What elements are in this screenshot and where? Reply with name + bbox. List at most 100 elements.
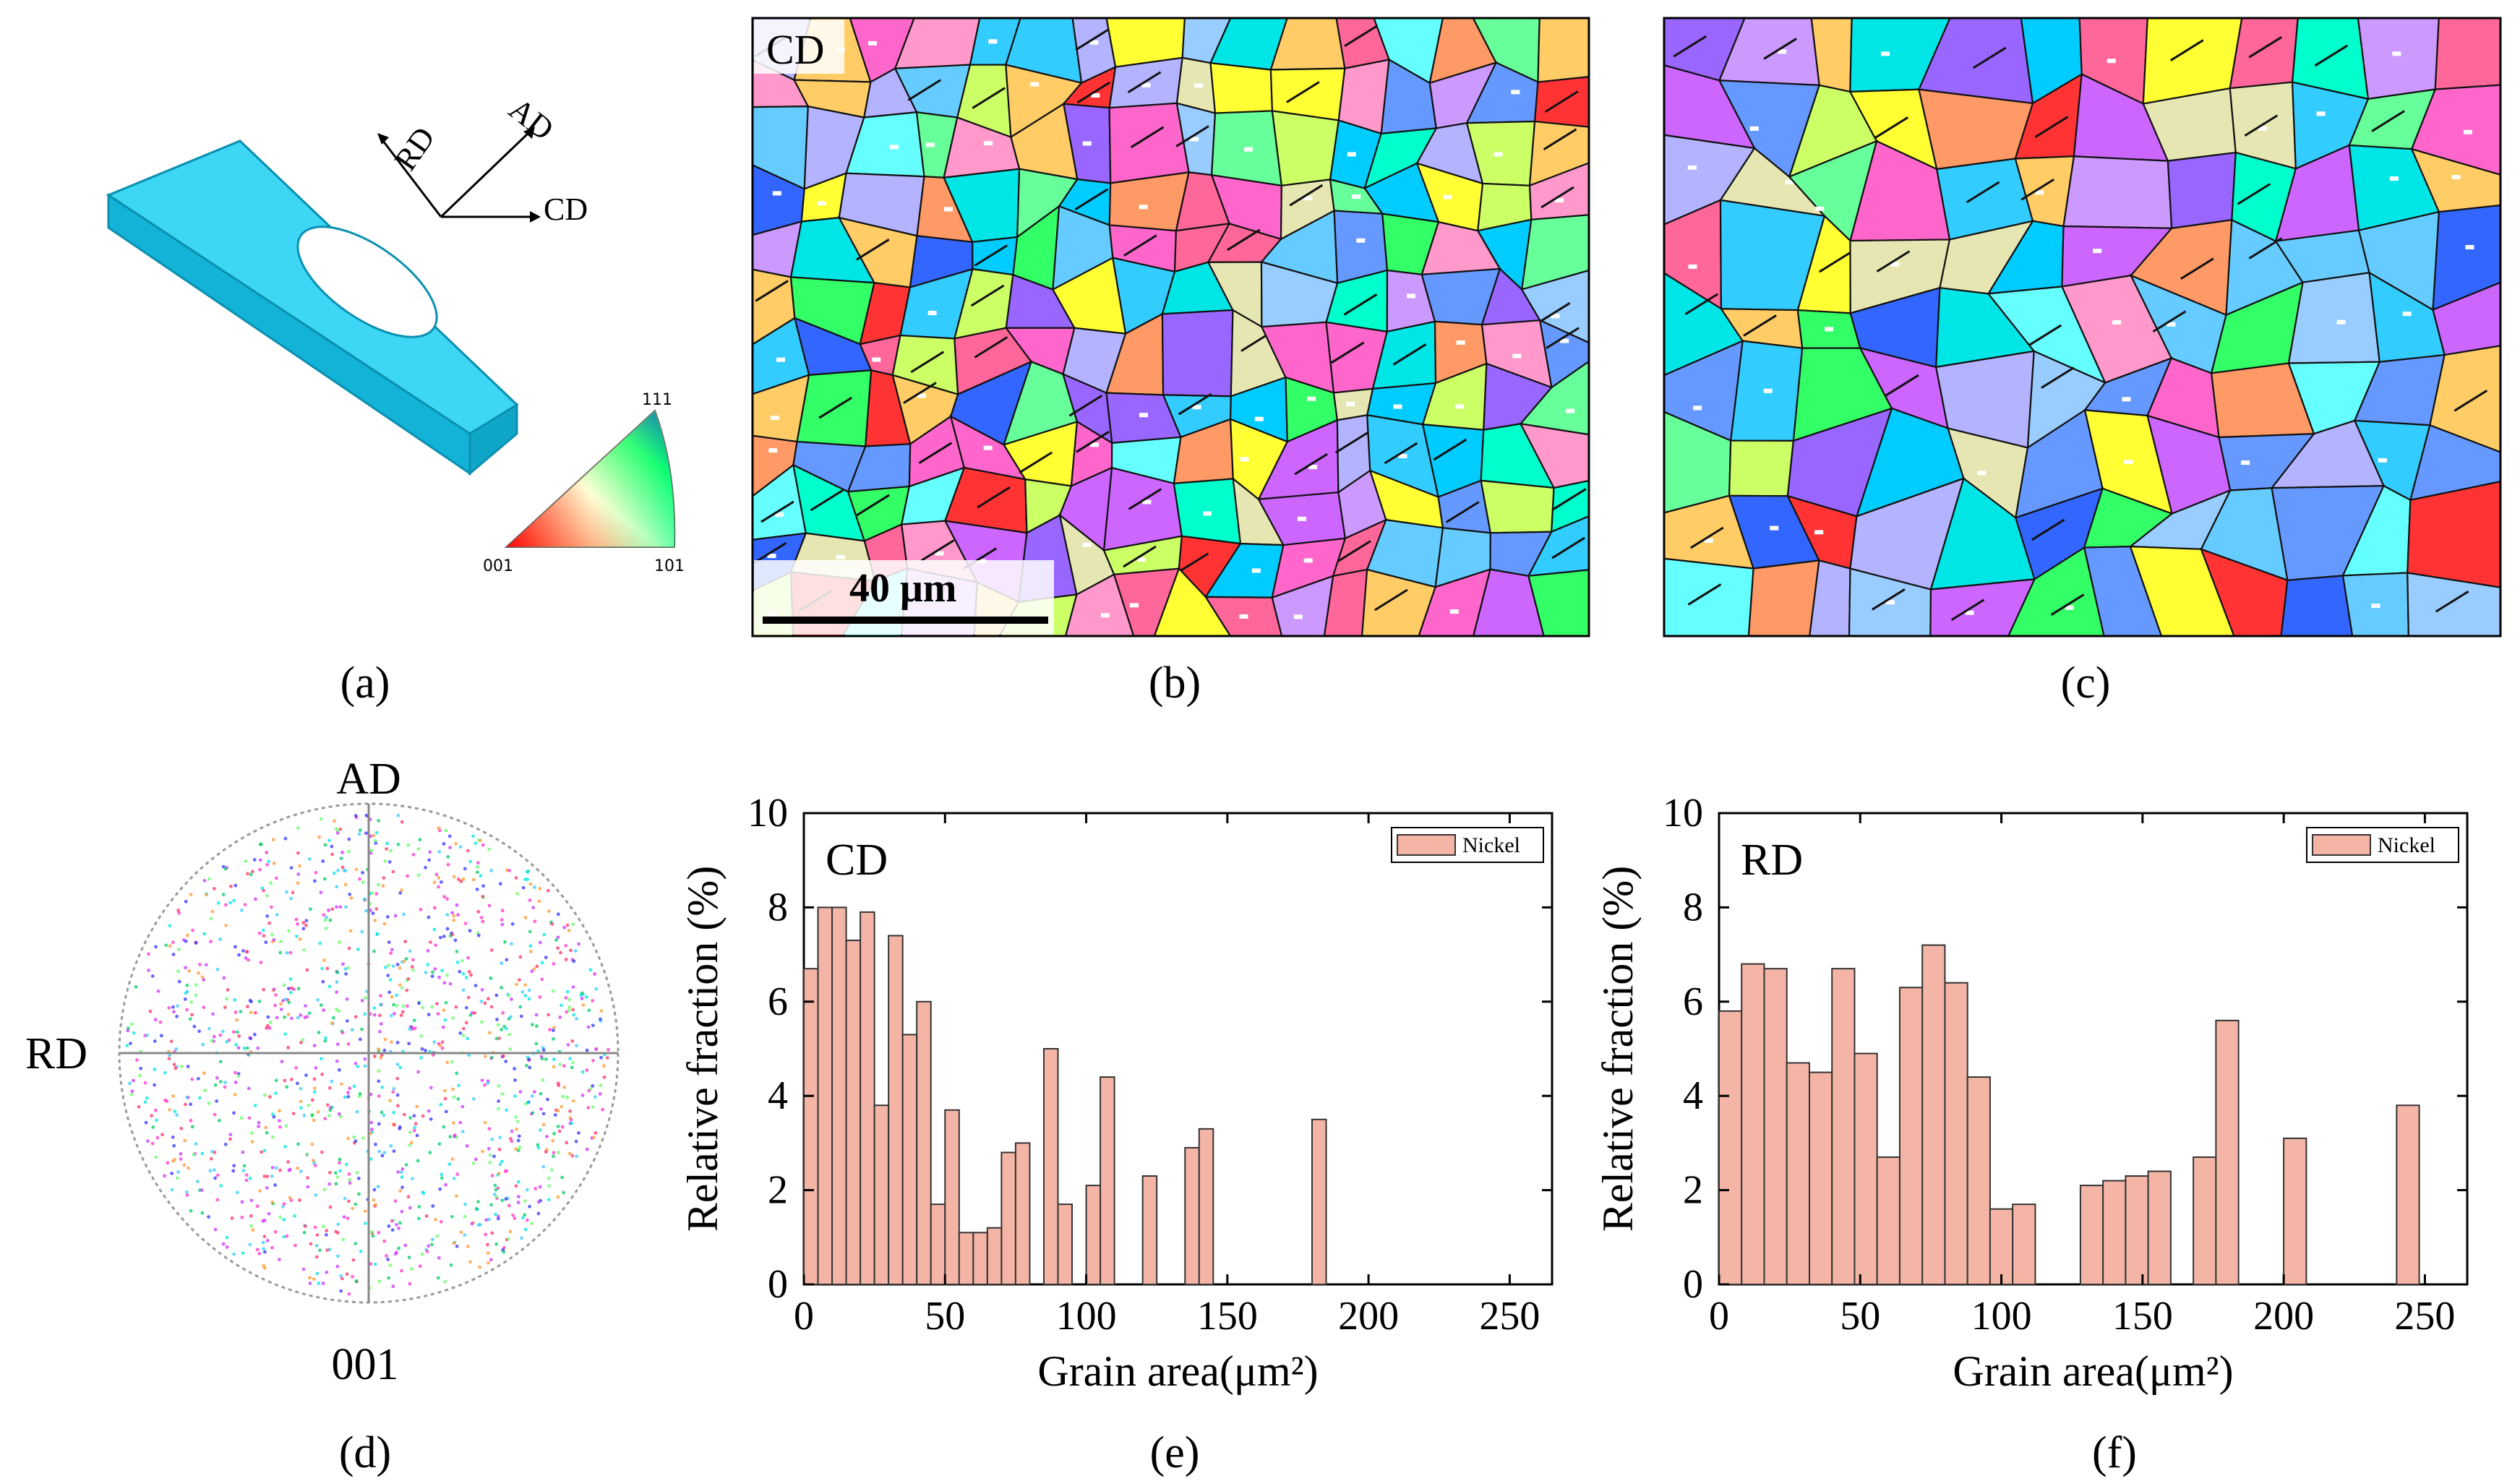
grain-void: [2065, 605, 2074, 610]
pole-point: [288, 990, 293, 995]
pole-point: [507, 994, 511, 997]
pole-point: [324, 1233, 328, 1237]
pole-point: [553, 1113, 557, 1117]
pole-point: [439, 880, 443, 884]
grain-void: [1560, 338, 1569, 343]
pole-point: [194, 983, 198, 987]
pole-point: [437, 1255, 441, 1260]
pole-point: [392, 1003, 396, 1007]
pole-point: [387, 940, 391, 944]
twin-boundary: [1540, 186, 1574, 209]
pole-point: [437, 975, 441, 979]
pole-point: [377, 1122, 381, 1126]
pole-point: [351, 1258, 356, 1262]
pole-point: [249, 1214, 253, 1218]
pole-point: [444, 828, 448, 833]
pole-point: [258, 858, 262, 862]
pole-point: [132, 1031, 136, 1035]
pole-point: [392, 1110, 396, 1115]
pole-point: [406, 874, 409, 878]
pole-point: [446, 855, 450, 859]
pole-point: [327, 838, 331, 843]
pole-point: [403, 1243, 408, 1248]
pole-point: [171, 1005, 175, 1009]
pole-point: [436, 1012, 440, 1016]
pole-point: [520, 990, 525, 994]
pole-point: [500, 922, 505, 927]
pole-point: [463, 922, 468, 925]
pole-point: [232, 1111, 236, 1115]
pole-point: [218, 937, 223, 941]
pole-point: [498, 882, 502, 886]
pole-point: [453, 938, 458, 943]
pole-point: [551, 989, 555, 993]
pole-point: [516, 1138, 520, 1143]
legend-swatch: [1397, 834, 1456, 856]
pole-point: [313, 1225, 317, 1229]
pole-point: [480, 987, 484, 992]
pole-point: [314, 870, 318, 875]
pole-point: [129, 1092, 134, 1096]
pole-point: [200, 1188, 204, 1192]
pole-point: [476, 933, 481, 937]
pole-point: [156, 989, 160, 993]
twin-boundary: [2041, 366, 2075, 389]
pole-point: [361, 1136, 365, 1141]
histogram-bar: [845, 940, 862, 1286]
pole-point: [306, 1176, 309, 1180]
pole-point: [293, 1243, 297, 1248]
pole-point: [325, 966, 330, 971]
pole-point: [339, 1274, 343, 1278]
pole-point: [335, 1059, 339, 1063]
pole-point: [177, 948, 181, 952]
pole-point: [190, 1013, 194, 1017]
pole-point: [344, 905, 348, 909]
pole-point: [455, 1172, 460, 1176]
pole-point: [565, 990, 570, 994]
pole-point: [364, 831, 368, 836]
pole-point: [432, 927, 437, 932]
pole-point: [223, 903, 228, 907]
histogram-bar: [2012, 1203, 2036, 1286]
pole-point: [233, 1081, 238, 1084]
pole-point: [455, 960, 460, 964]
pole-point: [453, 1133, 457, 1137]
twin-boundary: [903, 382, 937, 404]
pole-point: [200, 975, 205, 979]
pole-point: [404, 1163, 408, 1167]
grain: [2407, 480, 2502, 589]
pole-point: [296, 1142, 300, 1146]
pole-point: [393, 1252, 398, 1256]
y-tick-label: 2: [1683, 1168, 1703, 1213]
pole-point: [184, 1102, 187, 1107]
pole-point: [399, 1170, 403, 1175]
pole-point: [539, 1091, 543, 1096]
grain-void: [2258, 126, 2268, 131]
pole-point: [568, 1116, 573, 1120]
pole-point: [321, 859, 325, 863]
pole-point: [168, 944, 172, 948]
pole-point: [265, 1239, 270, 1242]
pole-point: [236, 1046, 241, 1050]
pole-point: [416, 847, 421, 851]
pole-point: [352, 1084, 356, 1089]
pole-point: [586, 1025, 591, 1029]
pole-point: [153, 1039, 157, 1043]
grain-void: [2378, 458, 2387, 463]
histogram-bar: [901, 1034, 918, 1285]
twin-boundary: [1294, 452, 1328, 476]
pole-point: [373, 919, 377, 922]
pole-point: [393, 1199, 398, 1203]
grain-void: [1814, 530, 1824, 535]
pole-point: [289, 1078, 293, 1081]
pole-point: [431, 1204, 435, 1208]
pole-point: [283, 1144, 288, 1149]
grain-void: [917, 393, 926, 398]
pole-point: [445, 1060, 450, 1065]
pole-point: [197, 1029, 201, 1034]
pole-point: [372, 1013, 377, 1017]
pole-point: [265, 863, 270, 867]
pole-point: [270, 932, 274, 937]
pole-point: [490, 1137, 494, 1141]
pole-point: [382, 1113, 386, 1117]
